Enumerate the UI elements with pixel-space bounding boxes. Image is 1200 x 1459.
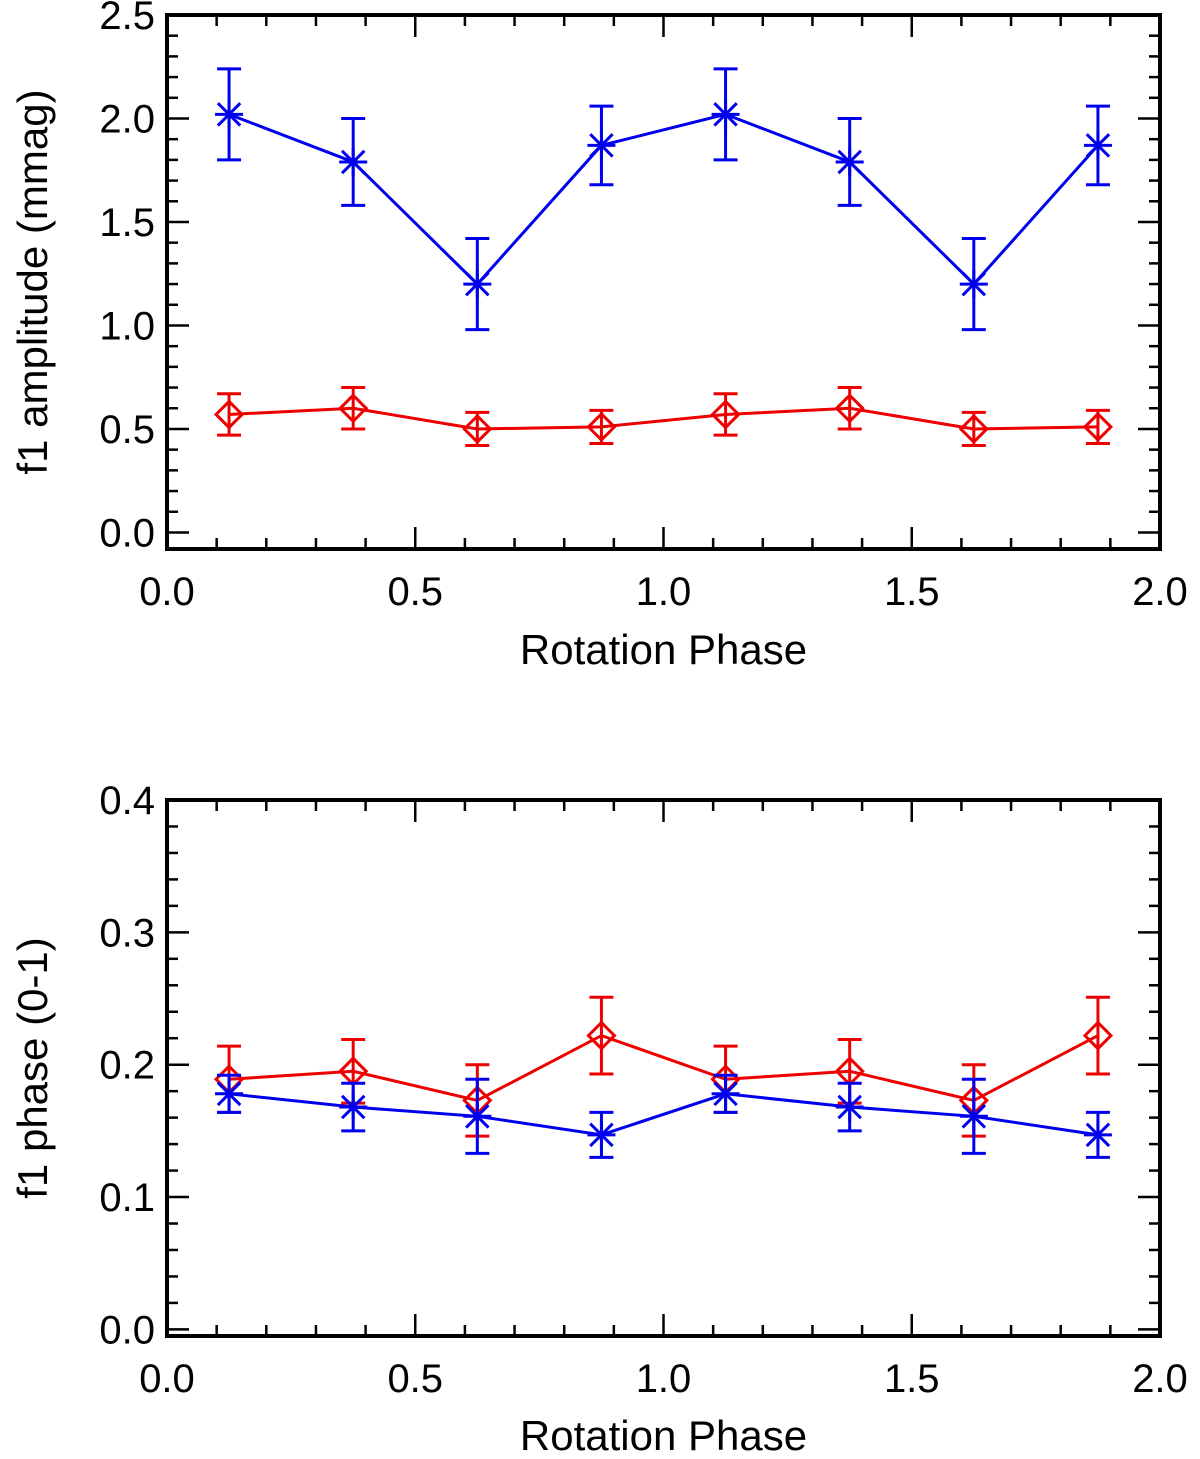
top-x-tick-label: 0.5	[387, 570, 443, 614]
bottom-y-tick-label: 0.2	[99, 1044, 155, 1088]
top-y-tick-label: 1.0	[99, 304, 155, 348]
top-y-tick-label: 0.0	[99, 511, 155, 555]
bottom-plot-frame	[165, 798, 1162, 1338]
top-data-point-blue	[463, 270, 492, 299]
bottom-y-tick-label: 0.0	[99, 1308, 155, 1352]
top-x-tick-label: 1.5	[884, 570, 940, 614]
bottom-data-point-blue	[835, 1093, 864, 1122]
top-data-point-blue	[1083, 131, 1112, 160]
top-y-axis-label: f1 amplitude (mmag)	[9, 89, 56, 474]
bottom-data-point-red	[1082, 1020, 1114, 1051]
bottom-x-tick-label: 0.5	[387, 1357, 443, 1401]
top-data-point-red	[586, 411, 617, 443]
bottom-x-tick-label: 1.0	[636, 1357, 692, 1401]
top-x-axis-label: Rotation Phase	[520, 626, 807, 673]
top-data-point-red	[462, 413, 493, 445]
top-data-point-red	[834, 393, 865, 424]
top-data-point-red	[213, 399, 245, 430]
bottom-data-point-blue	[711, 1079, 740, 1108]
bottom-error-bar	[1085, 995, 1110, 1076]
bottom-series-line-blue	[228, 1092, 1099, 1137]
top-series-line-red	[228, 406, 1098, 431]
top-x-tick-label: 2.0	[1132, 570, 1188, 614]
top-data-point-red	[710, 399, 741, 430]
top-plot-frame	[165, 13, 1162, 551]
bottom-y-tick-label: 0.1	[99, 1176, 155, 1220]
top-data-point-blue	[339, 147, 368, 176]
bottom-x-tick-label: 1.5	[884, 1357, 940, 1401]
top-y-tick-label: 2.0	[99, 97, 155, 141]
top-x-tick-label: 0.0	[139, 570, 195, 614]
top-data-point-red	[958, 413, 989, 445]
bottom-y-tick-label: 0.4	[99, 779, 155, 823]
bottom-series-line-red	[228, 1033, 1099, 1103]
top-data-point-red	[338, 393, 369, 424]
top-data-point-blue	[835, 147, 864, 176]
top-x-tick-label: 1.0	[636, 570, 692, 614]
top-series-blue	[215, 67, 1112, 332]
bottom-data-point-blue	[959, 1102, 988, 1131]
bottom-data-point-blue	[339, 1093, 368, 1122]
bottom-x-tick-label: 2.0	[1132, 1357, 1188, 1401]
top-series-line-blue	[228, 112, 1100, 287]
top-y-tick-label: 1.5	[99, 201, 155, 245]
bottom-panel: 0.0 0.5 1.0 1.5 2.0 0.0 0.1 0.2 0.3 0.4 Rotation P…	[9, 779, 1188, 1459]
bottom-x-tick-label: 0.0	[139, 1357, 195, 1401]
bottom-data-point-red	[586, 1020, 617, 1051]
top-y-tick-label: 0.5	[99, 408, 155, 452]
top-series-red	[213, 386, 1114, 448]
top-panel: 0.0 0.5 1.0 1.5 2.0 0.0 0.5 1.0 1.5 2.0 2.5 Rotatio…	[9, 0, 1188, 673]
bottom-data-point-blue	[587, 1120, 616, 1149]
top-data-point-blue	[959, 270, 988, 299]
top-data-point-blue	[215, 100, 244, 129]
bottom-y-axis-label: f1 phase (0-1)	[9, 937, 56, 1198]
top-data-point-blue	[587, 131, 616, 160]
bottom-y-tick-label: 0.3	[99, 911, 155, 955]
bottom-data-point-blue	[215, 1079, 244, 1108]
top-data-point-red	[1082, 411, 1114, 443]
bottom-series-blue	[215, 1073, 1112, 1159]
bottom-error-bar	[589, 995, 614, 1076]
bottom-data-point-blue	[463, 1102, 492, 1131]
bottom-x-axis-label: Rotation Phase	[520, 1412, 807, 1459]
bottom-data-point-blue	[1083, 1120, 1112, 1149]
top-y-tick-label: 2.5	[99, 0, 155, 38]
top-data-point-blue	[711, 100, 740, 129]
